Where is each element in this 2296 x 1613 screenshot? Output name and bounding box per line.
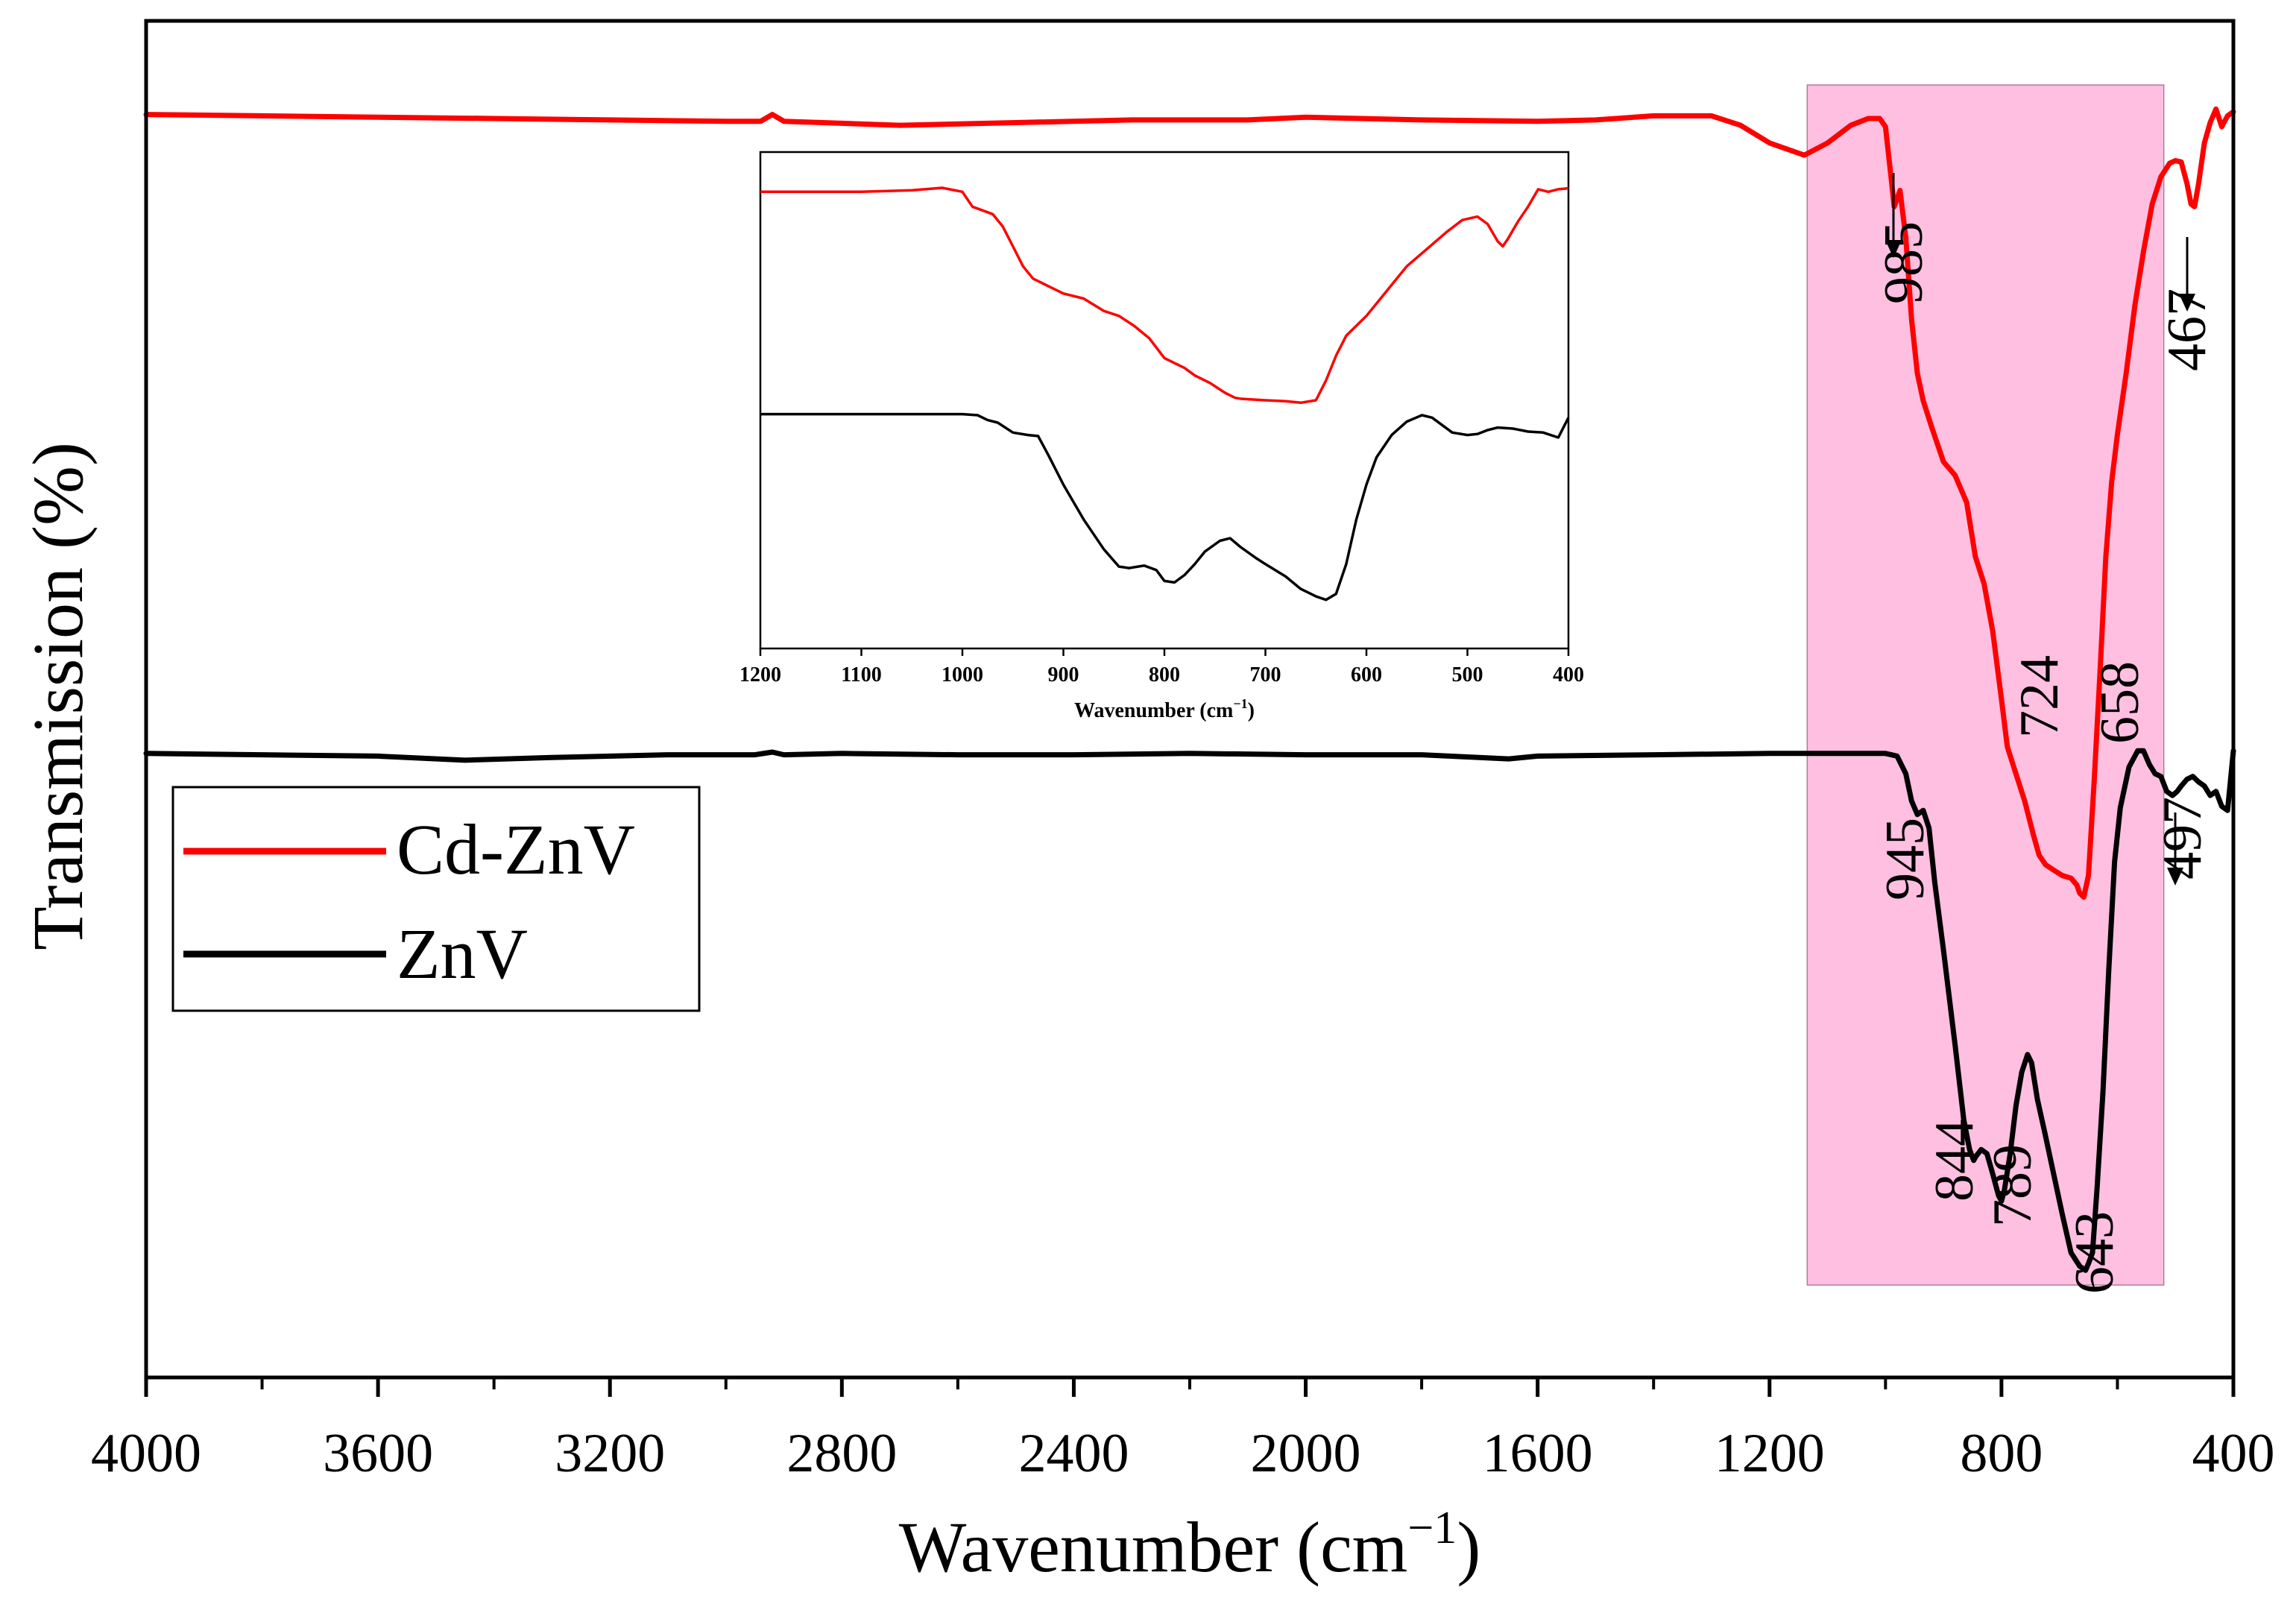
- x-axis-title: Wavenumber (cm−1): [899, 1503, 1481, 1587]
- legend: Cd-ZnV ZnV: [171, 786, 701, 1012]
- y-axis-title: Transmission (%): [18, 442, 98, 950]
- peak-label-985: 985: [1873, 221, 1934, 304]
- x-tick-label: 2000: [1251, 1423, 1361, 1484]
- x-tick-label: 3600: [323, 1423, 433, 1484]
- peak-label-789: 789: [1982, 1144, 2043, 1227]
- inset-x-tick-label: 900: [1048, 663, 1079, 686]
- inset-x-tick-label: 1000: [942, 663, 983, 686]
- annotation-arrowhead: [1885, 240, 1902, 258]
- inset-x-ticks: 1200 1100 1000 900 800 700 600 500 400: [739, 648, 1584, 686]
- main-series-group: [143, 106, 2236, 1273]
- peak-label-844: 844: [1924, 1119, 1985, 1202]
- inset-x-tick-label: 800: [1149, 663, 1180, 686]
- inset-x-tick-label: 400: [1553, 663, 1584, 686]
- annotation-arrowhead: [2179, 294, 2195, 312]
- inset-series-group: [760, 186, 1570, 602]
- inset-x-tick-label: 1200: [739, 663, 781, 686]
- legend-label-cd-znv: Cd-ZnV: [397, 809, 635, 889]
- inset-series-line-cd-znv: [760, 186, 1569, 405]
- peak-label-467: 467: [2157, 288, 2218, 371]
- series-line-znv: [143, 748, 2236, 1273]
- x-tick-label: 1200: [1715, 1423, 1825, 1484]
- x-tick-label: 800: [1960, 1423, 2043, 1484]
- series-line-cd-znv: [143, 106, 2236, 900]
- inset-x-tick-label: 700: [1250, 663, 1281, 686]
- x-tick-label: 1600: [1483, 1423, 1593, 1484]
- x-tick-label: 2800: [786, 1423, 897, 1484]
- inset-series-line-znv: [760, 412, 1570, 602]
- x-tick-label: 2400: [1018, 1423, 1129, 1484]
- annotation-arrowhead: [2167, 868, 2183, 886]
- peak-label-497: 497: [2152, 797, 2213, 880]
- inset-x-tick-label: 1100: [841, 663, 881, 686]
- inset-x-tick-label: 600: [1351, 663, 1382, 686]
- main-x-ticks: 4000 3600 3200 2800 2400 2000 1600 1200 800 400: [91, 1377, 2275, 1484]
- peak-label-945: 945: [1875, 818, 1936, 900]
- peak-label-724: 724: [2009, 655, 2070, 738]
- peak-label-643: 643: [2064, 1211, 2125, 1294]
- inset-frame: [759, 151, 1570, 650]
- inset-chart: 1200 1100 1000 900 800 700 600 500 400 Wavenumbe…: [739, 151, 1584, 722]
- legend-label-znv: ZnV: [397, 914, 528, 994]
- x-tick-label: 4000: [91, 1423, 201, 1484]
- inset-x-tick-label: 500: [1452, 663, 1483, 686]
- legend-frame: [171, 786, 701, 1012]
- x-tick-label: 3200: [555, 1423, 665, 1484]
- peak-label-658: 658: [2090, 661, 2151, 744]
- inset-x-axis-title: Wavenumber (cm−1): [1074, 696, 1255, 722]
- x-tick-label: 400: [2192, 1423, 2275, 1484]
